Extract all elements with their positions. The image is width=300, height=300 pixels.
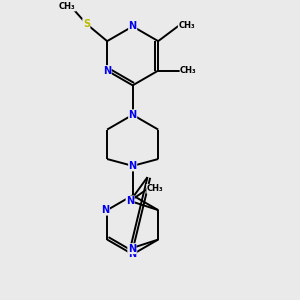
Text: N: N [129,249,137,259]
Text: N: N [129,161,137,171]
Text: N: N [129,110,137,120]
Text: S: S [83,19,90,29]
Text: N: N [126,196,134,206]
Text: N: N [128,244,136,254]
Text: CH₃: CH₃ [147,184,164,193]
Text: CH₃: CH₃ [180,66,197,75]
Text: N: N [101,205,110,215]
Text: N: N [129,21,137,32]
Text: CH₃: CH₃ [178,21,195,30]
Text: N: N [103,66,111,76]
Text: CH₃: CH₃ [59,2,76,11]
